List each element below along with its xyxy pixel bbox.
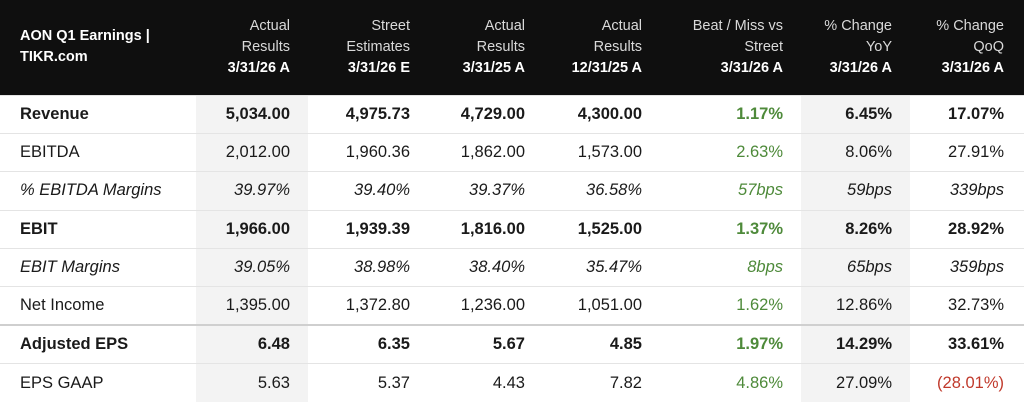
table-row-ebitda-margins: % EBITDA Margins 39.97% 39.40% 39.37% 36… xyxy=(0,171,1024,211)
cell-qoq: 359bps xyxy=(949,258,1004,277)
col-header-label: % Change QoQ xyxy=(936,17,1004,55)
header-row: AON Q1 Earnings | TIKR.com Actual Result… xyxy=(0,0,1024,95)
table-row-net-income: Net Income 1,395.00 1,372.80 1,236.00 1,… xyxy=(0,286,1024,326)
cell-actual-q4-25: 7.82 xyxy=(609,373,642,392)
col-header-actual-q1-26: Actual Results 3/31/26 A xyxy=(196,0,308,95)
row-label: Adjusted EPS xyxy=(20,335,129,354)
cell-yoy: 8.06% xyxy=(801,133,910,172)
cell-yoy: 65bps xyxy=(801,248,910,287)
cell-actual-q1-25: 1,236.00 xyxy=(460,296,525,315)
cell-street-estimate: 5.37 xyxy=(377,373,410,392)
cell-beat-miss: 1.62% xyxy=(736,296,783,315)
cell-actual-q4-25: 36.58% xyxy=(586,181,642,200)
cell-street-estimate: 39.40% xyxy=(354,181,410,200)
cell-actual-q1-26: 39.97% xyxy=(196,171,308,211)
col-header-date: 3/31/26 A xyxy=(720,59,783,76)
col-header-qoq: % Change QoQ 3/31/26 A xyxy=(910,0,1024,95)
cell-beat-miss: 8bps xyxy=(747,258,783,277)
cell-yoy: 27.09% xyxy=(801,363,910,403)
col-header-date: 3/31/26 A xyxy=(227,59,290,76)
col-header-date: 3/31/25 A xyxy=(462,59,525,76)
table-row-adjusted-eps: Adjusted EPS 6.48 6.35 5.67 4.85 1.97% 1… xyxy=(0,325,1024,364)
cell-qoq: 28.92% xyxy=(948,219,1004,238)
col-header-date: 12/31/25 A xyxy=(571,59,642,76)
cell-yoy: 59bps xyxy=(801,171,910,211)
cell-qoq: 17.07% xyxy=(948,104,1004,123)
col-header-actual-q1-25: Actual Results 3/31/25 A xyxy=(428,0,543,95)
cell-actual-q1-25: 1,862.00 xyxy=(460,143,525,162)
col-header-label: Actual Results xyxy=(476,17,525,55)
col-header-label: % Change YoY xyxy=(824,17,892,55)
cell-beat-miss: 57bps xyxy=(738,181,783,200)
col-header-street-estimates: Street Estimates 3/31/26 E xyxy=(308,0,428,95)
cell-qoq: 27.91% xyxy=(948,143,1004,162)
cell-actual-q1-25: 38.40% xyxy=(469,258,525,277)
row-label: EPS GAAP xyxy=(20,373,104,392)
cell-street-estimate: 38.98% xyxy=(354,258,410,277)
cell-actual-q1-26: 2,012.00 xyxy=(196,133,308,172)
cell-actual-q4-25: 35.47% xyxy=(586,258,642,277)
row-label: EBIT xyxy=(20,219,58,238)
cell-actual-q1-25: 4.43 xyxy=(492,373,525,392)
cell-qoq: 32.73% xyxy=(948,296,1004,315)
cell-actual-q1-25: 4,729.00 xyxy=(460,104,525,123)
cell-qoq: (28.01%) xyxy=(937,373,1004,392)
cell-yoy: 8.26% xyxy=(801,210,910,249)
cell-street-estimate: 4,975.73 xyxy=(345,104,410,123)
cell-qoq: 339bps xyxy=(949,181,1004,200)
table-row-ebitda: EBITDA 2,012.00 1,960.36 1,862.00 1,573.… xyxy=(0,133,1024,172)
table-row-ebit-margins: EBIT Margins 39.05% 38.98% 38.40% 35.47%… xyxy=(0,248,1024,287)
col-header-label: Actual Results xyxy=(241,17,290,55)
row-label: % EBITDA Margins xyxy=(20,181,162,200)
cell-yoy: 6.45% xyxy=(801,95,910,134)
table-row-ebit: EBIT 1,966.00 1,939.39 1,816.00 1,525.00… xyxy=(0,210,1024,249)
cell-beat-miss: 1.97% xyxy=(736,335,783,354)
cell-beat-miss: 1.17% xyxy=(736,104,783,123)
col-header-label: Beat / Miss vs Street xyxy=(692,17,783,55)
cell-actual-q1-25: 5.67 xyxy=(492,335,525,354)
cell-actual-q1-26: 5,034.00 xyxy=(196,95,308,134)
cell-street-estimate: 1,372.80 xyxy=(345,296,410,315)
col-header-date: 3/31/26 E xyxy=(347,59,410,76)
row-label: EBITDA xyxy=(20,143,80,162)
table-row-eps-gaap: EPS GAAP 5.63 5.37 4.43 7.82 4.86% 27.09… xyxy=(0,363,1024,403)
cell-actual-q1-25: 1,816.00 xyxy=(460,219,525,238)
row-label: Net Income xyxy=(20,296,105,315)
cell-actual-q1-26: 1,395.00 xyxy=(196,286,308,326)
cell-actual-q4-25: 1,573.00 xyxy=(577,143,642,162)
cell-actual-q4-25: 4,300.00 xyxy=(577,104,642,123)
cell-actual-q1-26: 1,966.00 xyxy=(196,210,308,249)
cell-beat-miss: 2.63% xyxy=(736,143,783,162)
row-label: Revenue xyxy=(20,104,89,123)
col-header-actual-q4-25: Actual Results 12/31/25 A xyxy=(543,0,660,95)
col-header-beat-miss: Beat / Miss vs Street 3/31/26 A xyxy=(660,0,801,95)
col-header-date: 3/31/26 A xyxy=(941,59,1004,76)
cell-beat-miss: 1.37% xyxy=(736,219,783,238)
col-header-date: 3/31/26 A xyxy=(829,59,892,76)
cell-actual-q1-25: 39.37% xyxy=(469,181,525,200)
cell-yoy: 12.86% xyxy=(801,286,910,326)
cell-beat-miss: 4.86% xyxy=(736,373,783,392)
table-title: AON Q1 Earnings | TIKR.com xyxy=(20,28,150,66)
cell-actual-q4-25: 1,051.00 xyxy=(577,296,642,315)
table-row-revenue: Revenue 5,034.00 4,975.73 4,729.00 4,300… xyxy=(0,95,1024,134)
cell-street-estimate: 6.35 xyxy=(377,335,410,354)
cell-street-estimate: 1,939.39 xyxy=(345,219,410,238)
cell-street-estimate: 1,960.36 xyxy=(345,143,410,162)
cell-yoy: 14.29% xyxy=(801,325,910,364)
cell-qoq: 33.61% xyxy=(948,335,1004,354)
cell-actual-q1-26: 39.05% xyxy=(196,248,308,287)
cell-actual-q4-25: 1,525.00 xyxy=(577,219,642,238)
cell-actual-q1-26: 5.63 xyxy=(196,363,308,403)
col-header-yoy: % Change YoY 3/31/26 A xyxy=(801,0,910,95)
col-header-label: Street Estimates xyxy=(346,17,410,55)
cell-actual-q4-25: 4.85 xyxy=(609,335,642,354)
col-header-label: Actual Results xyxy=(593,17,642,55)
row-label: EBIT Margins xyxy=(20,258,120,277)
cell-actual-q1-26: 6.48 xyxy=(196,325,308,364)
